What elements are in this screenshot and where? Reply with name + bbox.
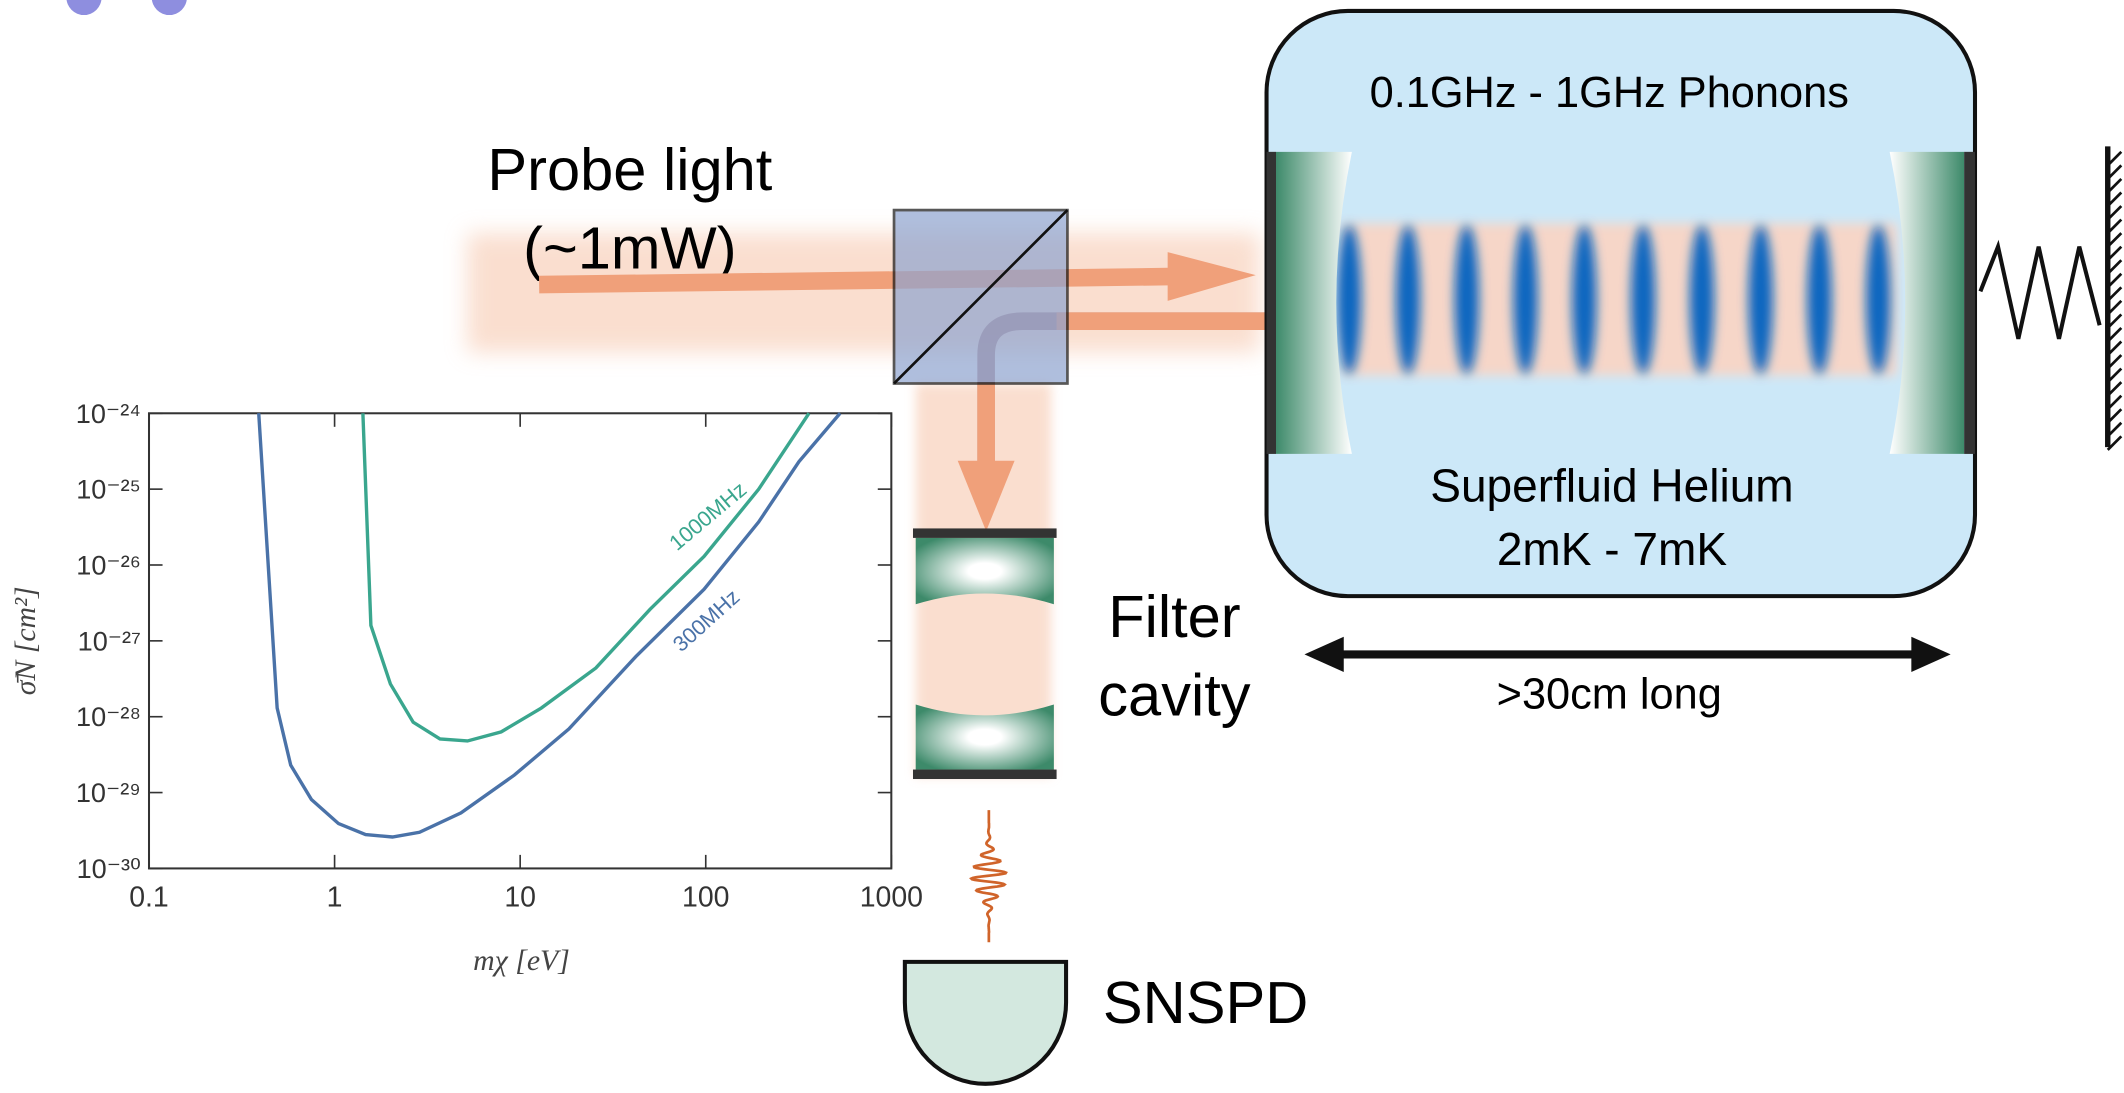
phonon-lobe: [1866, 224, 1891, 374]
phonon-lobe: [1572, 224, 1597, 374]
decor-dot: [66, 0, 102, 16]
beam-splitter-diagonal: [893, 209, 1069, 385]
hatch-line: [2106, 354, 2123, 370]
label: SNSPD: [1103, 969, 1308, 1036]
hatch-line: [2106, 421, 2123, 438]
phonon-mode: [1336, 224, 1891, 374]
arrowhead: [1167, 252, 1256, 301]
phonon-lobe: [1513, 224, 1538, 374]
hatch-line: [2106, 367, 2123, 384]
hatch-line: [2106, 218, 2123, 235]
phonon-lobe: [1336, 224, 1362, 374]
x-tick-label: 1: [327, 881, 343, 913]
hatch-line: [2106, 259, 2123, 275]
phonon-lobe: [1454, 224, 1479, 374]
mirror-bar: [912, 528, 1057, 538]
cavity-mirror: [1889, 151, 1965, 454]
hatch-line: [2106, 205, 2123, 221]
mirror-bar: [1964, 151, 1975, 454]
hatch-line: [2106, 245, 2123, 262]
mirror-bar: [912, 769, 1057, 780]
hatch-line: [2106, 394, 2123, 411]
hatch-line: [2106, 340, 2123, 356]
hatch-line: [2106, 435, 2123, 451]
series-line: [257, 412, 842, 839]
spring: [1978, 239, 2102, 340]
hatch-line: [2106, 408, 2123, 424]
decor-dot: [151, 0, 187, 16]
y-tick-label: 10⁻²⁷: [78, 625, 141, 656]
y-tick-label: 10⁻²⁴: [76, 398, 141, 429]
photon: [969, 810, 1008, 943]
label: Filter: [1108, 583, 1240, 650]
beam-arrow: [539, 267, 1176, 294]
y-tick-label: 10⁻²⁹: [76, 777, 141, 808]
label: Superfluid Helium: [1430, 459, 1793, 511]
y-tick-label: 10⁻³⁰: [77, 853, 141, 884]
hatch-line: [2106, 286, 2123, 302]
label: >30cm long: [1497, 671, 1722, 719]
x-tick-label: 1000: [860, 881, 923, 913]
label: (~1mW): [523, 214, 737, 281]
detector: [902, 959, 1069, 1086]
label: Probe light: [487, 136, 772, 203]
hatch-line: [2106, 164, 2123, 180]
phonon-lobe: [1395, 224, 1421, 374]
cavity-mirror: [1276, 151, 1352, 454]
phonon-lobe: [1689, 224, 1715, 374]
mirror-bar: [1266, 151, 1277, 454]
hatch-line: [2106, 313, 2123, 329]
label: 0.1GHz - 1GHz Phonons: [1370, 69, 1849, 117]
phonon-lobe: [1807, 224, 1832, 374]
x-tick-label: 0.1: [129, 881, 169, 913]
x-tick-label: 100: [682, 881, 729, 913]
hatch-line: [2106, 299, 2123, 316]
arrowhead: [957, 460, 1015, 532]
inset-chart: mχ [eV] σ̄N [cm²] 0.1 1 10 100 1000 10⁻³⁰ 10⁻²…: [9, 398, 923, 977]
x-tick-label: 10: [504, 881, 536, 913]
y-tick-label: 10⁻²⁶: [76, 549, 141, 580]
hatch-line: [2106, 177, 2123, 194]
filter-mirror: [915, 537, 1054, 605]
x-axis-label: mχ [eV]: [473, 944, 570, 977]
hatch-line: [2106, 326, 2123, 343]
y-tick-label: 10⁻²⁵: [76, 474, 141, 505]
optical-mode: [1341, 223, 1897, 376]
beam-glow: [467, 233, 1260, 353]
hatch-line: [2106, 150, 2123, 167]
hatch-line: [2106, 232, 2123, 248]
plot-frame: [147, 412, 893, 870]
hatch-line: [2106, 191, 2123, 207]
hatch-line: [2106, 272, 2123, 289]
phonon-lobe: [1748, 224, 1773, 374]
wall-hatch: [2106, 150, 2123, 451]
phonon-lobe: [1630, 224, 1656, 374]
hatch-line: [2106, 381, 2123, 397]
arrowhead: [1911, 636, 1951, 673]
filter-mirror: [915, 704, 1054, 770]
label: 2mK - 7mK: [1497, 523, 1728, 575]
series-line: [361, 412, 811, 743]
y-axis-label: σ̄N [cm²]: [9, 586, 42, 695]
arrowhead: [1304, 636, 1344, 673]
y-tick-label: 10⁻²⁸: [76, 701, 141, 732]
series-label: 300MHz: [668, 584, 745, 657]
label: cavity: [1098, 661, 1251, 728]
